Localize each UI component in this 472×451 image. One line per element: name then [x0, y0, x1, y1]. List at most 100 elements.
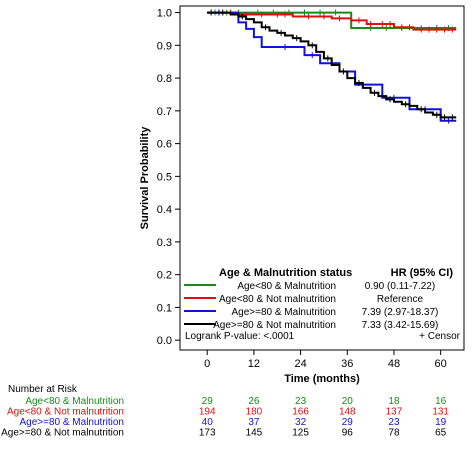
y-tick-label: 0.7 — [157, 106, 172, 118]
censor-mark — [332, 9, 339, 16]
censor-mark — [262, 24, 269, 31]
x-tick-label: 24 — [294, 358, 306, 370]
at-risk-count: 131 — [432, 407, 449, 418]
curve-age-80-malnutrition — [207, 11, 457, 122]
censor-mark — [387, 21, 394, 28]
censor-mark — [355, 79, 362, 86]
censor-mark — [278, 29, 285, 36]
censor-mark — [305, 13, 312, 20]
legend-hr-value: 0.90 (0.11-7.22) — [365, 281, 435, 292]
legend-entry-label: Age<80 & Not malnutrition — [219, 294, 336, 305]
censor-mark — [282, 43, 289, 50]
at-risk-count: 145 — [246, 428, 263, 439]
y-axis-label: Survival Probability — [139, 126, 151, 230]
censor-mark — [387, 96, 394, 103]
y-tick-label: 0.0 — [157, 335, 172, 347]
censor-mark — [274, 11, 281, 18]
x-tick-label: 48 — [388, 358, 400, 370]
censor-mark — [258, 11, 265, 18]
censor-mark — [309, 42, 316, 49]
censor-mark — [425, 26, 432, 33]
at-risk-count: 20 — [342, 396, 354, 407]
censor-mark — [418, 26, 425, 33]
at-risk-count: 40 — [202, 417, 214, 428]
at-risk-count: 180 — [246, 407, 263, 418]
plot-frame — [179, 5, 465, 351]
censor-mark — [320, 13, 327, 20]
legend-hr-value: 7.33 (3.42-15.69) — [362, 320, 439, 331]
at-risk-count: 148 — [339, 407, 356, 418]
at-risk-count: 26 — [248, 396, 260, 407]
legend-hr-value: 7.39 (2.97-18.37) — [362, 307, 439, 318]
legend-hr-value: Reference — [377, 294, 424, 305]
censor-mark — [367, 21, 374, 28]
censor-mark — [433, 111, 440, 118]
legend-entry-label: Age>=80 & Not malnutrition — [213, 320, 336, 331]
censor-mark — [309, 52, 316, 59]
censor-mark — [293, 35, 300, 42]
censor-mark — [239, 13, 246, 20]
x-tick-label: 0 — [204, 358, 210, 370]
at-risk-row-label: Age>=80 & Malnutrition — [19, 417, 124, 428]
at-risk-row-label: Age<80 & Malnutrition — [25, 396, 124, 407]
censor-mark — [433, 26, 440, 33]
at-risk-row-label: Age>=80 & Not malnutrition — [1, 428, 124, 439]
legend-entry-label: Age>=80 & Malnutrition — [231, 307, 336, 318]
at-risk-count: 16 — [435, 396, 447, 407]
at-risk-count: 194 — [199, 407, 216, 418]
at-risk-title: Number at Risk — [8, 384, 78, 395]
at-risk-count: 78 — [388, 428, 400, 439]
censor-mark — [208, 9, 215, 16]
censor-legend: + Censor — [419, 331, 461, 342]
censor-mark — [379, 21, 386, 28]
x-axis-label: Time (months) — [284, 373, 360, 385]
at-risk-count: 125 — [292, 428, 309, 439]
y-tick-label: 1.0 — [157, 8, 172, 20]
censor-mark — [324, 55, 331, 62]
at-risk-count: 18 — [388, 396, 400, 407]
at-risk-row-label: Age<80 & Not malnutrition — [7, 407, 124, 418]
at-risk-count: 32 — [295, 417, 307, 428]
y-axis: 0.0 0.1 0.2 0.3 0.4 0.5 0.6 0.7 0.8 0.9 1.0 — [157, 8, 180, 347]
legend: Age & Malnutrition status HR (95% CI) Lo… — [184, 267, 461, 342]
at-risk-count: 19 — [435, 417, 447, 428]
legend-entry-label: Age<80 & Malnutrition — [237, 281, 336, 292]
at-risk-count: 29 — [342, 417, 354, 428]
censor-mark — [336, 15, 343, 22]
censor-mark — [402, 101, 409, 108]
censor-mark — [406, 24, 413, 31]
censor-mark — [445, 117, 452, 124]
censor-mark — [441, 26, 448, 33]
at-risk-count: 37 — [248, 417, 260, 428]
x-tick-label: 12 — [248, 358, 260, 370]
number-at-risk-table: Number at Risk Age<80 & Malnutrition 29 26… — [1, 384, 449, 439]
at-risk-count: 166 — [292, 407, 309, 418]
censor-mark — [317, 9, 324, 16]
censor-mark — [371, 89, 378, 96]
y-tick-label: 0.6 — [157, 139, 172, 151]
censor-mark — [219, 9, 226, 16]
x-axis: 0 12 24 36 48 60 — [204, 350, 447, 370]
censor-mark — [301, 9, 308, 16]
censor-mark — [355, 17, 362, 24]
censor-mark — [383, 24, 390, 31]
y-tick-label: 0.3 — [157, 237, 172, 249]
x-tick-label: 36 — [341, 358, 353, 370]
censor-mark — [282, 11, 289, 18]
logrank-pvalue: Logrank P-value: <.0001 — [185, 331, 295, 342]
censor-mark — [418, 106, 425, 113]
at-risk-count: 96 — [342, 428, 354, 439]
at-risk-count: 137 — [386, 407, 403, 418]
y-tick-label: 0.9 — [157, 40, 172, 52]
censor-mark — [398, 24, 405, 31]
y-tick-label: 0.8 — [157, 73, 172, 85]
censor-mark — [340, 68, 347, 75]
censor-mark — [449, 26, 456, 33]
curve-age-80-not-malnutrition — [207, 11, 457, 119]
at-risk-count: 65 — [435, 428, 447, 439]
y-tick-label: 0.1 — [157, 302, 172, 314]
at-risk-count: 173 — [199, 428, 216, 439]
censor-mark — [449, 114, 456, 121]
y-tick-label: 0.4 — [157, 204, 172, 216]
